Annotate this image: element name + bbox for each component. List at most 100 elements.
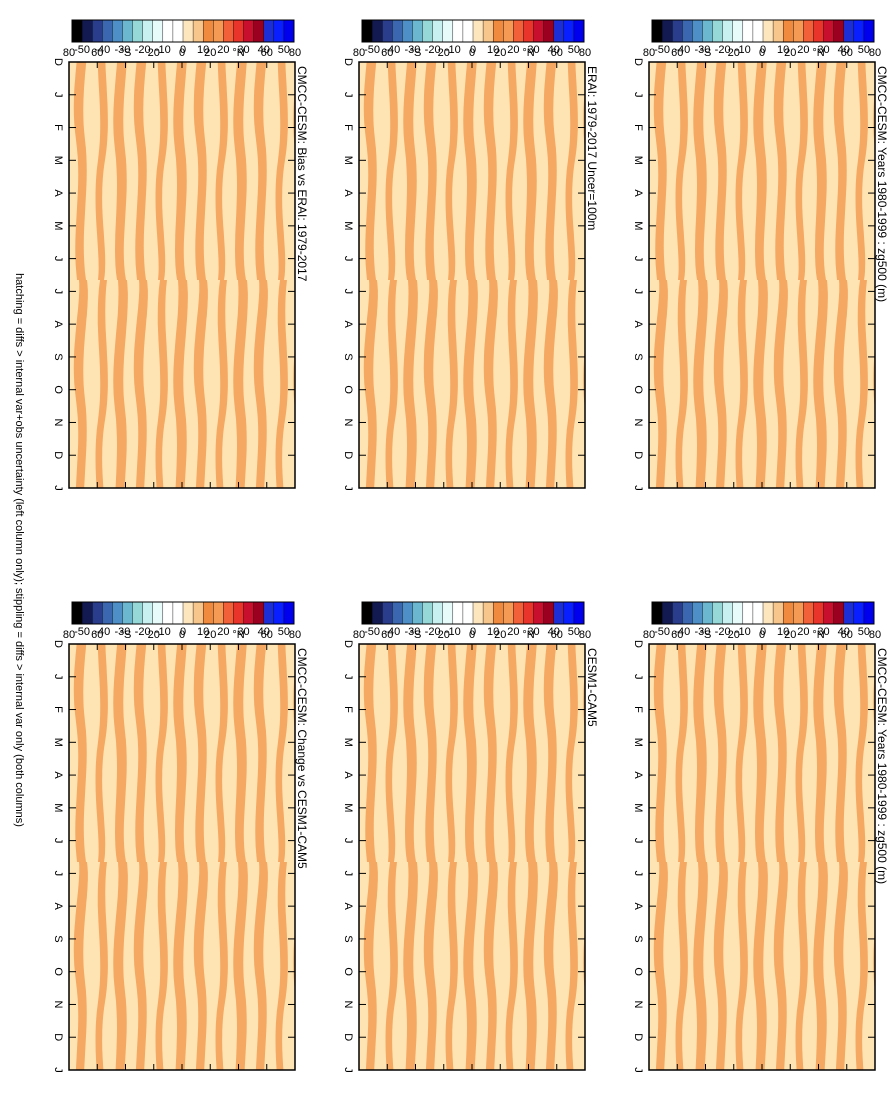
colorbar-label: 30	[527, 44, 539, 56]
x-tick-label: F	[342, 706, 354, 713]
colorbar-swatch	[411, 19, 423, 43]
colorbar-label: 0	[180, 44, 186, 56]
y-tick-label: 0	[179, 47, 185, 59]
colorbar-label: 20	[797, 626, 809, 638]
colorbar-swatch	[762, 19, 774, 43]
y-tick-label: 80	[579, 47, 591, 59]
chart-panel: CMCC-CESM: Change vs CESM1-CAM5 D J F M A M J J A…	[52, 601, 309, 1073]
colorbar-swatch	[762, 601, 774, 625]
y-tick-label: 80	[869, 47, 881, 59]
x-tick-label: M	[632, 803, 644, 812]
y-tick-label: 20	[728, 629, 740, 641]
x-tick-label: J	[632, 674, 644, 680]
colorbar-swatch	[802, 19, 814, 43]
colorbar-swatch	[273, 601, 285, 625]
y-tick-label: 60	[841, 629, 853, 641]
x-tick-label: J	[632, 1067, 644, 1073]
colorbar-label: 40	[258, 44, 270, 56]
colorbar-swatch	[651, 601, 663, 625]
y-tick-label: 80	[353, 47, 365, 59]
y-tick-label: 60	[261, 629, 273, 641]
colorbar-swatch	[671, 19, 683, 43]
colorbar-label: -50	[364, 44, 380, 56]
colorbar-swatch	[401, 601, 413, 625]
panel-title: CMCC-CESM: Change vs CESM1-CAM5	[295, 648, 309, 869]
chart-panel: CMCC-CESM: Years 1980-1999 : zg500 (m) D J…	[632, 601, 889, 1073]
chart-panel: CMCC-CESM: Years 1980-1999 : zg500 (m) D J…	[632, 19, 889, 491]
colorbar-swatch	[253, 19, 264, 43]
x-tick-label: F	[632, 706, 644, 713]
colorbar-swatch	[263, 601, 275, 625]
colorbar-swatch	[573, 19, 585, 43]
x-tick-label: F	[342, 124, 354, 131]
colorbar-swatch	[772, 19, 784, 43]
colorbar-swatch	[71, 19, 83, 43]
colorbar-swatch	[263, 19, 275, 43]
colorbar-label: 0	[180, 626, 186, 638]
colorbar-swatch	[142, 601, 153, 625]
colorbar-label: 10	[487, 626, 499, 638]
colorbar-swatch	[411, 601, 423, 625]
colorbar-label: -10	[155, 44, 171, 56]
colorbar-swatch	[432, 601, 443, 625]
x-tick-label: J	[632, 256, 644, 262]
colorbar-swatch	[142, 19, 153, 43]
colorbar-swatch	[371, 601, 383, 625]
colorbar-swatch	[482, 19, 494, 43]
colorbar-swatch	[502, 601, 514, 625]
x-tick-label: O	[342, 385, 354, 394]
heatmap-field	[359, 62, 585, 488]
y-tick-label: 60	[551, 629, 563, 641]
x-tick-label: J	[52, 838, 64, 844]
colorbar-label: 10	[197, 626, 209, 638]
colorbar-swatch	[522, 601, 534, 625]
x-tick-label: D	[632, 640, 644, 648]
colorbar-label: 40	[258, 626, 270, 638]
y-tick-label: 20	[204, 47, 216, 59]
colorbar-label: -50	[74, 626, 90, 638]
x-tick-label: J	[52, 485, 64, 491]
colorbar-label: 20	[507, 44, 519, 56]
colorbar-swatch	[833, 19, 844, 43]
x-tick-label: O	[52, 385, 64, 394]
chart-panel: CESM1-CAM5DJFMAMJJASONDJ8060°N20020°S608…	[342, 601, 599, 1073]
y-tick-label: °S	[410, 47, 422, 59]
colorbar-swatch	[712, 19, 723, 43]
y-tick-label: 80	[289, 47, 301, 59]
colorbar-swatch	[573, 601, 585, 625]
colorbar-swatch	[863, 19, 875, 43]
colorbar-swatch	[162, 601, 174, 625]
x-tick-label: D	[632, 58, 644, 66]
colorbar-label: -50	[74, 44, 90, 56]
colorbar-swatch	[802, 601, 814, 625]
panel-title: ERAI: 1979-2017 Uncer=100m	[585, 66, 599, 230]
x-tick-label: J	[632, 92, 644, 98]
panel-title: CMCC-CESM: Bias vs ERAI: 1979-2017	[295, 66, 309, 282]
colorbar-swatch	[563, 601, 575, 625]
y-tick-label: 0	[759, 629, 765, 641]
colorbar-swatch	[752, 601, 764, 625]
colorbar-swatch	[462, 601, 474, 625]
colorbar-swatch	[701, 19, 713, 43]
colorbar-swatch	[472, 601, 484, 625]
y-tick-label: 80	[869, 629, 881, 641]
x-tick-label: J	[342, 1067, 354, 1073]
colorbar-swatch	[681, 601, 693, 625]
colorbar-label: 10	[197, 44, 209, 56]
x-tick-label: N	[342, 418, 354, 426]
y-tick-label: 20	[494, 47, 506, 59]
colorbar-label: 10	[487, 44, 499, 56]
colorbar-swatch	[101, 19, 113, 43]
colorbar-swatch	[391, 601, 403, 625]
x-tick-label: M	[632, 738, 644, 747]
y-tick-label: 20	[204, 629, 216, 641]
colorbar-swatch	[192, 19, 204, 43]
colorbar-frame	[71, 601, 295, 625]
colorbar-swatch	[661, 19, 673, 43]
colorbar-swatch	[432, 19, 443, 43]
x-tick-label: D	[52, 451, 64, 459]
colorbar-swatch	[202, 601, 214, 625]
colorbar-label: -10	[735, 626, 751, 638]
y-tick-label: 60	[261, 47, 273, 59]
colorbar-swatch	[121, 19, 133, 43]
